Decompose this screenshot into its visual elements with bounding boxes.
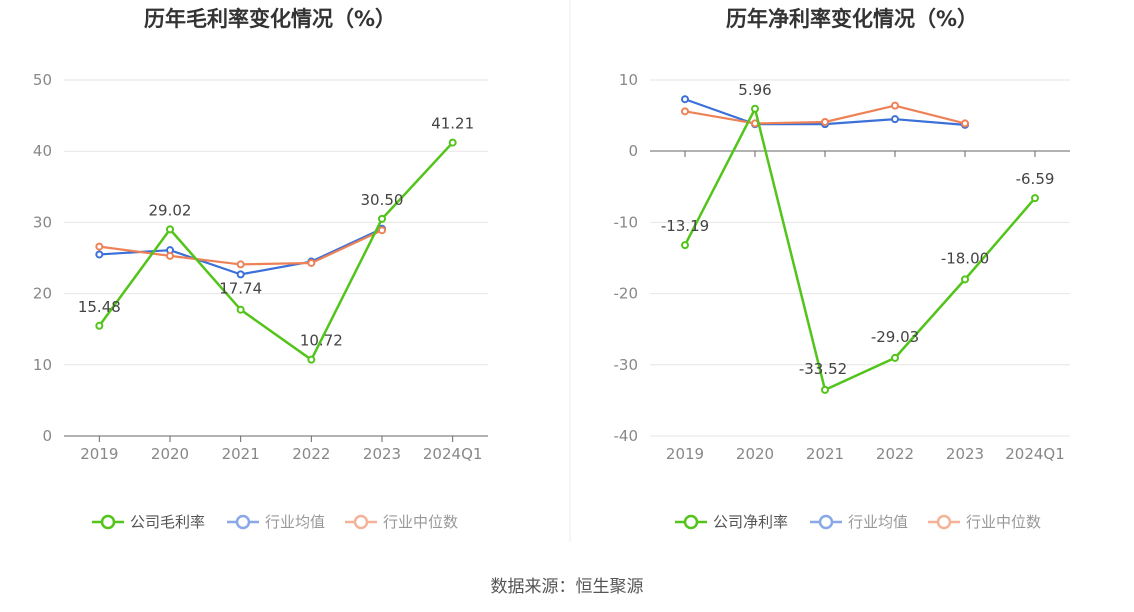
data-point-company — [378, 214, 386, 223]
legend-marker — [353, 514, 369, 530]
y-tick-label: 30 — [33, 213, 52, 231]
series-line-company — [98, 141, 454, 361]
series-line-company — [683, 107, 1036, 392]
legend-marker — [936, 514, 952, 530]
chart-title: 历年毛利率变化情况（%） — [144, 7, 396, 31]
data-point-industry_avg — [891, 115, 899, 124]
x-tick-label: 2019 — [80, 445, 118, 463]
data-point-industry_median — [961, 119, 969, 128]
data-point-industry_median — [378, 226, 386, 235]
y-tick-label: 10 — [619, 71, 638, 89]
legend-label: 行业中位数 — [966, 513, 1041, 531]
data-point-company — [821, 385, 829, 394]
data-point-industry_median — [681, 107, 689, 116]
data-label: 10.72 — [300, 332, 343, 350]
data-point-industry_median — [166, 251, 174, 260]
x-tick-label: 2022 — [292, 445, 330, 463]
data-point-company — [1031, 194, 1039, 203]
x-tick-label: 2023 — [363, 445, 401, 463]
data-point-company — [681, 241, 689, 250]
y-tick-label: 40 — [33, 142, 52, 160]
data-point-company — [891, 353, 899, 362]
legend-item-company: 公司毛利率 — [92, 513, 205, 531]
data-point-company — [95, 321, 104, 330]
y-tick-label: -40 — [614, 427, 639, 445]
x-tick-label: 2019 — [666, 445, 704, 463]
legend-item-industry_avg: 行业均值 — [227, 513, 325, 531]
chart-title: 历年净利率变化情况（%） — [726, 7, 978, 31]
legend-item-industry_median: 行业中位数 — [345, 513, 458, 531]
x-tick-label: 2024Q1 — [423, 445, 483, 463]
x-tick-label: 2020 — [151, 445, 189, 463]
gross-margin-chart: 历年毛利率变化情况（%） 0 10 20 30 40 50 2019 2020 2021 2022 2… — [33, 7, 488, 531]
y-tick-label: -10 — [614, 213, 639, 231]
y-tick-label: 50 — [33, 71, 52, 89]
data-label: 15.48 — [78, 298, 121, 316]
legend-label: 公司净利率 — [713, 513, 788, 531]
legend-label: 行业均值 — [848, 513, 908, 531]
data-label: -13.19 — [661, 217, 709, 235]
data-label: 29.02 — [149, 201, 192, 219]
legend-item-company: 公司净利率 — [675, 513, 788, 531]
y-tick-label: 10 — [33, 356, 52, 374]
y-tick-label: 0 — [42, 427, 52, 445]
net-margin-chart: 历年净利率变化情况（%） -40 -30 -20 -10 0 10 2019 2020 2021 2… — [614, 7, 1070, 531]
y-tick-label: 0 — [628, 142, 638, 160]
data-point-industry_median — [307, 258, 316, 267]
data-point-industry_median — [821, 118, 829, 127]
x-tick-label: 2020 — [736, 445, 774, 463]
data-label: 30.50 — [361, 191, 404, 209]
x-tick-label: 2021 — [806, 445, 844, 463]
source-note: 数据来源：恒生聚源 — [491, 577, 644, 597]
data-label: -18.00 — [941, 249, 989, 267]
data-label: 17.74 — [219, 280, 262, 298]
data-point-company — [751, 104, 759, 113]
legend-item-industry_median: 行业中位数 — [928, 513, 1041, 531]
data-label: -6.59 — [1016, 170, 1055, 188]
data-point-company — [961, 275, 969, 284]
x-tick-label: 2021 — [222, 445, 260, 463]
x-tick-label: 2024Q1 — [1005, 445, 1065, 463]
y-tick-label: -30 — [614, 356, 639, 374]
data-label: 5.96 — [738, 81, 771, 99]
data-label: -33.52 — [799, 360, 847, 378]
data-point-industry_median — [891, 101, 899, 110]
data-point-company — [236, 305, 245, 314]
x-tick-label: 2023 — [946, 445, 984, 463]
data-point-industry_avg — [681, 95, 689, 104]
data-point-industry_median — [236, 260, 245, 269]
legend-item-industry_avg: 行业均值 — [810, 513, 908, 531]
legend-label: 公司毛利率 — [130, 513, 205, 531]
data-label: -29.03 — [871, 328, 919, 346]
legend-marker — [100, 514, 116, 530]
legend-label: 行业中位数 — [383, 513, 458, 531]
legend-label: 行业均值 — [265, 513, 325, 531]
data-point-company — [166, 225, 174, 234]
legend-marker — [818, 514, 834, 530]
data-label: 41.21 — [431, 115, 474, 133]
y-tick-label: 20 — [33, 285, 52, 303]
data-point-company — [448, 138, 457, 147]
data-point-industry_median — [95, 242, 104, 251]
legend-marker — [235, 514, 251, 530]
data-point-industry_avg — [236, 270, 245, 279]
y-tick-label: -20 — [614, 285, 639, 303]
x-tick-label: 2022 — [876, 445, 914, 463]
data-point-industry_avg — [95, 250, 104, 259]
legend-marker — [683, 514, 699, 530]
data-point-company — [307, 355, 316, 364]
